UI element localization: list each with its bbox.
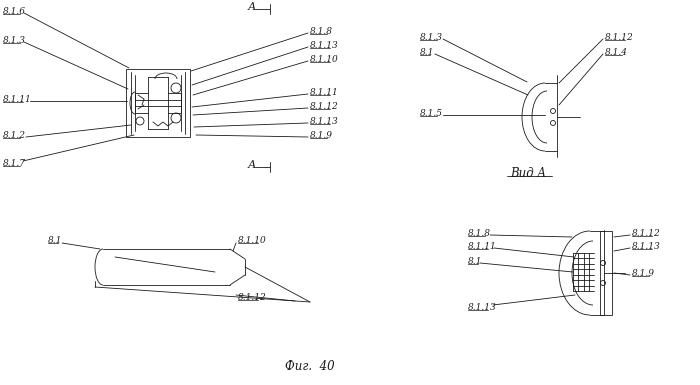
Text: 8.1.12: 8.1.12: [632, 229, 661, 238]
Text: 8.1.8: 8.1.8: [468, 229, 491, 238]
Text: Вид A: Вид A: [510, 166, 546, 179]
Text: 8.1.11: 8.1.11: [468, 241, 497, 251]
Text: 8.1.12: 8.1.12: [605, 32, 634, 42]
Text: 8.1: 8.1: [48, 236, 62, 244]
Text: 8.1.13: 8.1.13: [310, 40, 339, 50]
Text: Фиг.  40: Фиг. 40: [285, 360, 335, 373]
Text: 8.1.3: 8.1.3: [3, 35, 26, 45]
Text: 8.1.13: 8.1.13: [310, 117, 339, 126]
Text: 8.1.3: 8.1.3: [420, 32, 443, 42]
Text: 8.1.12: 8.1.12: [238, 293, 267, 301]
Text: 8.1: 8.1: [468, 256, 482, 266]
Text: А: А: [248, 2, 256, 12]
Text: 8.1.12: 8.1.12: [310, 102, 339, 110]
Text: 8.1.2: 8.1.2: [3, 131, 26, 139]
Text: 8.1.10: 8.1.10: [310, 55, 339, 64]
Text: А: А: [248, 160, 256, 170]
Text: 8.1.4: 8.1.4: [605, 47, 628, 57]
Text: 8.1.8: 8.1.8: [310, 27, 333, 35]
Text: 8.1.9: 8.1.9: [632, 268, 655, 278]
Text: 8.1.6: 8.1.6: [3, 7, 26, 15]
Text: 8.1.11: 8.1.11: [3, 94, 31, 104]
Text: 8.1.7: 8.1.7: [3, 159, 26, 167]
Text: 8.1.9: 8.1.9: [310, 131, 333, 139]
Text: 8.1.13: 8.1.13: [632, 241, 661, 251]
Text: 8.1.5: 8.1.5: [420, 109, 443, 117]
Text: 8.1.11: 8.1.11: [310, 87, 339, 97]
Text: 8.1.13: 8.1.13: [468, 303, 497, 311]
Text: 8.1: 8.1: [420, 47, 435, 57]
Text: 8.1.10: 8.1.10: [238, 236, 267, 244]
